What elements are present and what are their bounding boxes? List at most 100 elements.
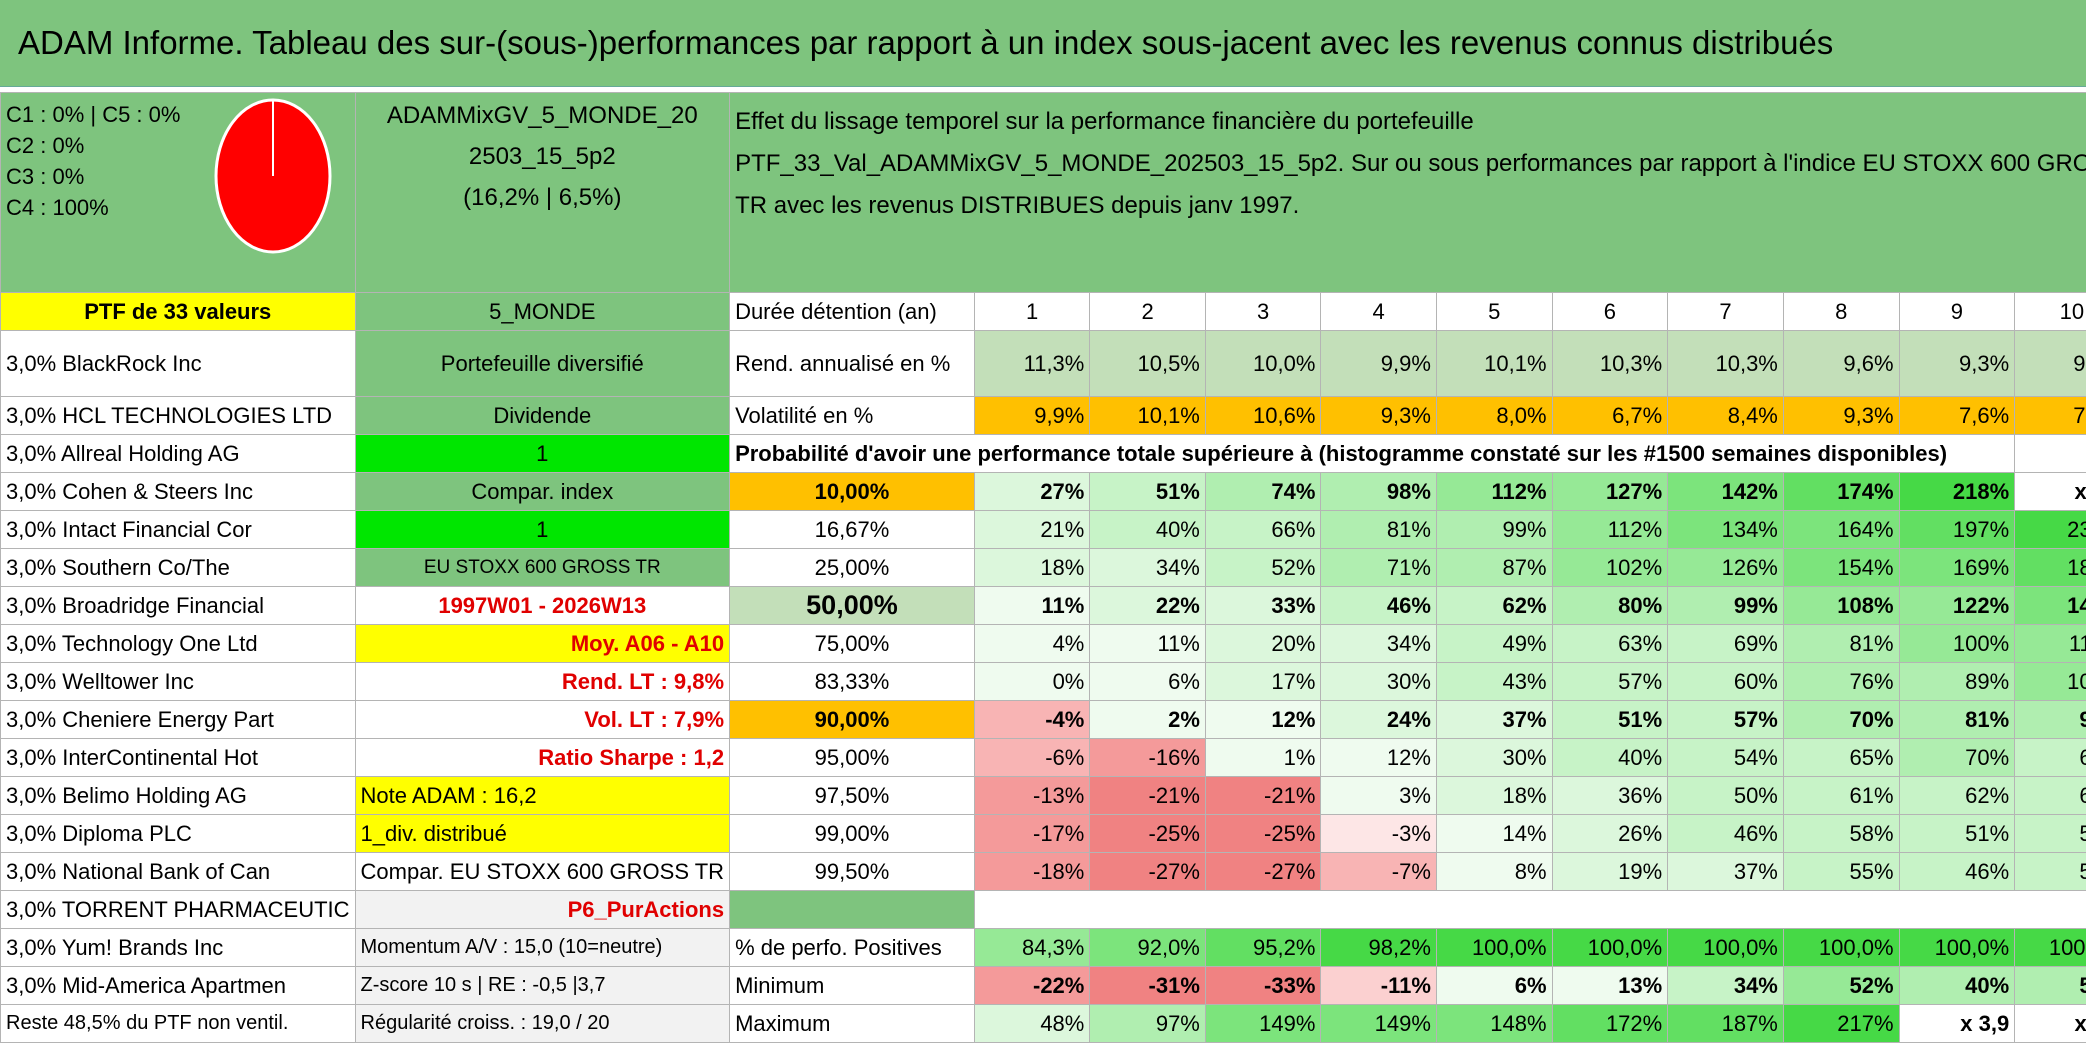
probability-value: 49% (1435, 624, 1553, 663)
rend-value: 9,9% (1320, 330, 1437, 397)
quantile-cell: 97,50% (729, 776, 975, 815)
min-value: -33% (1204, 966, 1322, 1005)
probability-value: -4% (973, 700, 1091, 739)
holding-row: 3,0% Mid-America Apartmen (0, 966, 356, 1005)
probability-value: 37% (1667, 852, 1784, 891)
probability-value: 2% (1089, 700, 1206, 739)
probability-value: 17% (1204, 662, 1322, 701)
description-cell: Effet du lissage temporel sur la perform… (729, 92, 2086, 293)
max-label: Maximum (729, 1004, 975, 1043)
probability-value: 81% (1782, 624, 1900, 663)
probability-value: 18% (1435, 776, 1553, 815)
rend-value: 9,5% (2014, 330, 2086, 397)
pos-value: 98,2% (1320, 928, 1437, 967)
min-value: -11% (1320, 966, 1437, 1005)
note-label: Note ADAM : 16,2 (354, 776, 731, 815)
pos-value: 95,2% (1204, 928, 1322, 967)
probability-value: 30% (1435, 738, 1553, 777)
probability-value: 122% (1898, 586, 2016, 625)
max-value: 97% (1089, 1004, 1206, 1043)
holding-row: 3,0% Broadridge Financial (0, 586, 356, 625)
empty-cell (729, 890, 975, 929)
holding-row: 3,0% Southern Co/The (0, 548, 356, 587)
min-value: 34% (1667, 966, 1784, 1005)
rend-value: 10,3% (1667, 330, 1784, 397)
max-value: x 3,9 (1898, 1004, 2016, 1043)
vol-value: 8,0% (1435, 396, 1553, 435)
probability-label: Probabilité d'avoir une performance tota… (729, 434, 2016, 473)
probability-value: -21% (1204, 776, 1322, 815)
probability-value: 34% (1320, 624, 1437, 663)
min-value: -22% (973, 966, 1091, 1005)
probability-value: 46% (1898, 852, 2016, 891)
quantile-cell: 83,33% (729, 662, 975, 701)
pos-value: 100,0% (1551, 928, 1669, 967)
probability-value: 19% (1551, 852, 1669, 891)
probability-value: 99% (1435, 510, 1553, 549)
vol-value: 10,6% (1204, 396, 1322, 435)
probability-value: 14% (1435, 814, 1553, 853)
probability-value: 30% (1320, 662, 1437, 701)
pos-value: 100,0% (1782, 928, 1900, 967)
rend-value: 10,0% (1204, 330, 1322, 397)
compar-full-label: Compar. EU STOXX 600 GROSS TR (354, 852, 731, 891)
momentum-label: Momentum A/V : 15,0 (10=neutre) (354, 928, 731, 967)
probability-value: 148% (2014, 586, 2086, 625)
probability-value: -3% (1320, 814, 1437, 853)
vol-value: 9,9% (973, 396, 1091, 435)
probability-value: 65% (1782, 738, 1900, 777)
probability-value: 63% (1551, 624, 1669, 663)
probability-value: 12% (1320, 738, 1437, 777)
probability-value: 126% (1667, 548, 1784, 587)
probability-value: 55% (1782, 852, 1900, 891)
empty-cell (2014, 434, 2086, 473)
probability-value: 3% (1320, 776, 1437, 815)
min-label: Minimum (729, 966, 975, 1005)
vol-value: 10,1% (1089, 396, 1206, 435)
quantile-cell: 99,50% (729, 852, 975, 891)
probability-value: -6% (973, 738, 1091, 777)
probability-value: 21% (973, 510, 1091, 549)
probability-value: -13% (973, 776, 1091, 815)
quantile-cell: 50,00% (729, 586, 975, 625)
probability-value: 11% (973, 586, 1091, 625)
year-header: 2 (1089, 292, 1206, 331)
probability-value: 1% (1204, 738, 1322, 777)
probability-value: 74% (1204, 472, 1322, 511)
max-value: 172% (1551, 1004, 1669, 1043)
composition-cell: C1 : 0% | C5 : 0% C2 : 0% C3 : 0% C4 : 1… (0, 92, 356, 293)
vol-value: 6,7% (1551, 396, 1669, 435)
flag-one-a: 1 (354, 434, 731, 473)
probability-value: -7% (1320, 852, 1437, 891)
portfolio-name-cell: ADAMMixGV_5_MONDE_20 2503_15_5p2 (16,2% … (354, 92, 731, 293)
p6-label: P6_PurActions (354, 890, 731, 929)
probability-value: 24% (1320, 700, 1437, 739)
max-value: 217% (1782, 1004, 1900, 1043)
probability-value: 8% (1435, 852, 1553, 891)
probability-value: 89% (1898, 662, 2016, 701)
probability-value: 59% (2014, 814, 2086, 853)
probability-value: -18% (973, 852, 1091, 891)
quantile-cell: 75,00% (729, 624, 975, 663)
probability-value: 54% (1667, 738, 1784, 777)
dividend-label: Dividende (354, 396, 731, 435)
max-value: 149% (1204, 1004, 1322, 1043)
rend-value: 10,5% (1089, 330, 1206, 397)
year-header: 10 (2014, 292, 2086, 331)
max-value: 148% (1435, 1004, 1553, 1043)
probability-value: 106% (2014, 662, 2086, 701)
report-title: ADAM Informe. Tableau des sur-(sous-)per… (0, 0, 2086, 87)
probability-value: 43% (1435, 662, 1553, 701)
probability-value: 46% (1320, 586, 1437, 625)
regularity-label: Régularité croiss. : 19,0 / 20 (354, 1004, 731, 1043)
probability-value: 20% (1204, 624, 1322, 663)
index-name: EU STOXX 600 GROSS TR (354, 548, 731, 587)
probability-value: 57% (2014, 852, 2086, 891)
probability-value: 12% (1204, 700, 1322, 739)
compo-c2: C2 : 0% (6, 133, 85, 158)
max-value: 187% (1667, 1004, 1784, 1043)
probability-value: 98% (1320, 472, 1437, 511)
year-header: 1 (973, 292, 1091, 331)
compar-index-label: Compar. index (354, 472, 731, 511)
probability-value: 34% (1089, 548, 1206, 587)
